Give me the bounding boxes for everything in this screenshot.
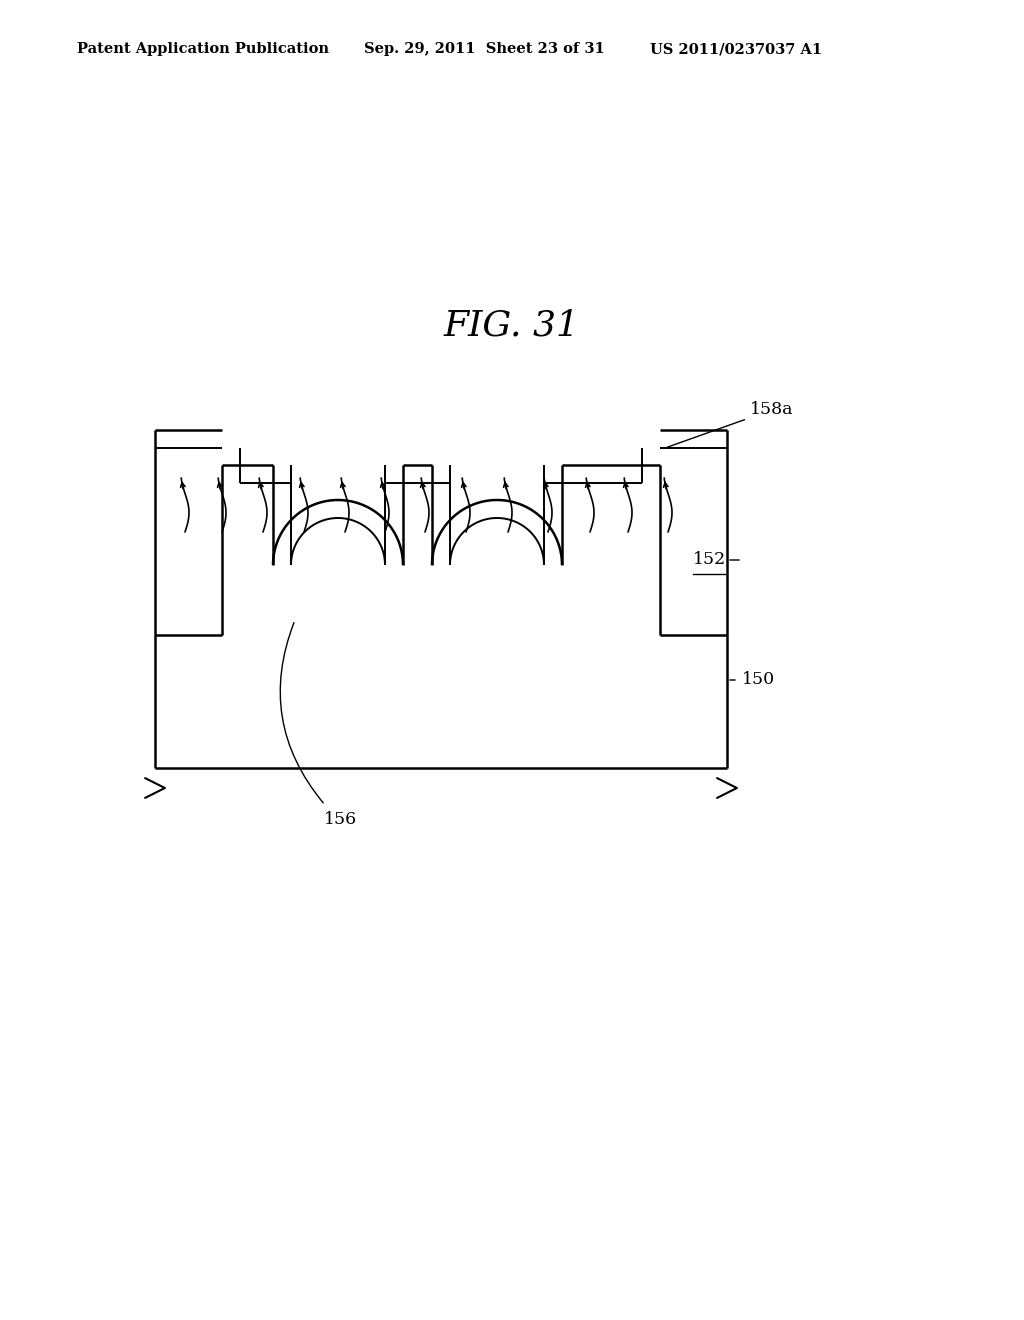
Text: 156: 156 (324, 812, 356, 829)
Text: 158a: 158a (668, 401, 794, 447)
Text: Sep. 29, 2011  Sheet 23 of 31: Sep. 29, 2011 Sheet 23 of 31 (364, 42, 604, 57)
Text: US 2011/0237037 A1: US 2011/0237037 A1 (650, 42, 822, 57)
Text: 152: 152 (693, 552, 726, 569)
Text: Patent Application Publication: Patent Application Publication (77, 42, 329, 57)
Text: FIG. 31: FIG. 31 (444, 308, 580, 342)
Text: 150: 150 (742, 672, 775, 689)
